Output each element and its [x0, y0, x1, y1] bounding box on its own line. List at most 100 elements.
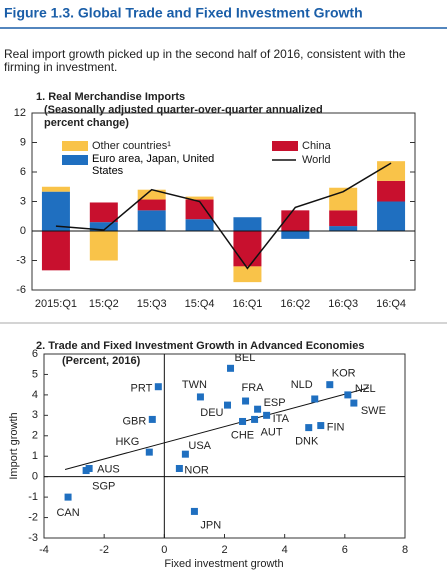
y-tick-label: -3: [28, 532, 38, 544]
legend-label: Euro area, Japan, United States: [92, 153, 215, 177]
point: [64, 493, 72, 501]
point: [326, 381, 334, 389]
point: [224, 401, 232, 409]
bar-segment: [233, 231, 262, 267]
y-tick-label: -1: [28, 491, 38, 503]
y-tick-label: 2: [32, 430, 38, 442]
point-label: NOR: [184, 464, 209, 476]
bar-segment: [137, 189, 166, 200]
bar-segment: [89, 202, 118, 223]
x-tick-label: 16:Q3: [328, 298, 358, 310]
point-label: TWN: [182, 379, 207, 391]
bar-segment: [41, 191, 70, 231]
point: [175, 464, 183, 472]
x-axis-title: Fixed investment growth: [164, 558, 283, 570]
bar-segment: [137, 210, 166, 231]
bar-segment: [41, 186, 70, 192]
point-label: JPN: [200, 519, 221, 531]
point-label: NLD: [291, 379, 313, 391]
y-tick-label: 6: [32, 348, 38, 360]
point-label: ITA: [273, 413, 290, 425]
y-tick-label: 4: [32, 389, 38, 401]
y-tick-label: 3: [32, 409, 38, 421]
point-label: PRT: [131, 383, 153, 395]
x-tick-label: 8: [402, 544, 408, 556]
bar-segment: [233, 266, 262, 283]
x-tick-label: -4: [39, 544, 49, 556]
point-label: GBR: [122, 415, 146, 427]
point: [190, 507, 198, 515]
point-label: DNK: [295, 436, 319, 448]
legend-swatch: [272, 141, 298, 151]
bar-segment: [233, 217, 262, 231]
world-line: [55, 162, 392, 270]
point-label: CHE: [231, 429, 254, 441]
point-label: CAN: [56, 507, 79, 519]
point: [82, 467, 90, 475]
point: [311, 395, 319, 403]
x-tick-label: 16:Q2: [280, 298, 310, 310]
trend-line: [64, 387, 370, 470]
legend-box: Euro area, Japan, United States: [92, 153, 215, 177]
bar-segment: [377, 161, 406, 181]
x-tick-label: 15:Q4: [185, 298, 215, 310]
point-label: KOR: [332, 368, 356, 380]
y-tick-label: -3: [16, 254, 26, 266]
bar-segment: [377, 180, 406, 202]
point: [344, 391, 352, 399]
x-tick-label: 16:Q4: [376, 298, 406, 310]
bar-segment: [137, 199, 166, 211]
y-tick-label: 9: [20, 136, 26, 148]
chart-title: 2. Trade and Fixed Investment Growth in …: [36, 340, 364, 352]
point-label: SGP: [92, 480, 115, 492]
bar-segment: [281, 231, 310, 239]
bar-segment: [89, 222, 118, 231]
figure-title: Figure 1.3. Global Trade and Fixed Inves…: [4, 5, 363, 21]
point-label: HKG: [115, 436, 139, 448]
x-tick-label: 16:Q1: [232, 298, 262, 310]
bar-segment: [185, 196, 214, 200]
plot-frame: [31, 112, 416, 291]
bar-segment: [329, 210, 358, 227]
y-tick-label: 12: [14, 107, 26, 119]
y-tick-label: 3: [20, 195, 26, 207]
chart-subtitle: (Seasonally adjusted quarter-over-quarte…: [44, 104, 323, 129]
x-tick-label: 15:Q3: [137, 298, 167, 310]
legend-label: World: [302, 154, 331, 166]
y-tick-label: 6: [20, 166, 26, 178]
point-label: ESP: [264, 397, 286, 409]
x-tick-label: 2: [221, 544, 227, 556]
y-tick-label: 0: [20, 225, 26, 237]
point-label: NZL: [355, 383, 376, 395]
point: [239, 417, 247, 425]
point: [242, 397, 250, 405]
point-label: SWE: [361, 405, 386, 417]
chart-subtitle-box: (Seasonally adjusted quarter-over-quarte…: [44, 104, 323, 129]
bar-segment: [89, 231, 118, 261]
legend-swatch: [62, 155, 88, 165]
legend-label: Other countries¹: [92, 140, 171, 152]
plot-frame: [43, 353, 406, 539]
bar-segment: [377, 201, 406, 231]
y-tick-label: 0: [32, 471, 38, 483]
figure-subtitle: Real import growth picked up in the seco…: [4, 48, 406, 74]
x-tick-label: 15:Q2: [89, 298, 119, 310]
bar-segment: [185, 199, 214, 220]
x-tick-label: 2015:Q1: [35, 298, 77, 310]
point: [317, 422, 325, 430]
point: [263, 411, 271, 419]
point: [227, 364, 235, 372]
y-tick-label: -6: [16, 284, 26, 296]
point: [251, 415, 259, 423]
x-tick-label: 6: [342, 544, 348, 556]
y-tick-label: 5: [32, 368, 38, 380]
chart-title: 1. Real Merchandise Imports: [36, 91, 185, 103]
legend-swatch: [62, 141, 88, 151]
x-tick-label: 4: [282, 544, 288, 556]
y-tick-label: 1: [32, 450, 38, 462]
bar-segment: [329, 226, 358, 231]
point: [254, 405, 262, 413]
point-label: DEU: [200, 407, 223, 419]
point: [145, 448, 153, 456]
